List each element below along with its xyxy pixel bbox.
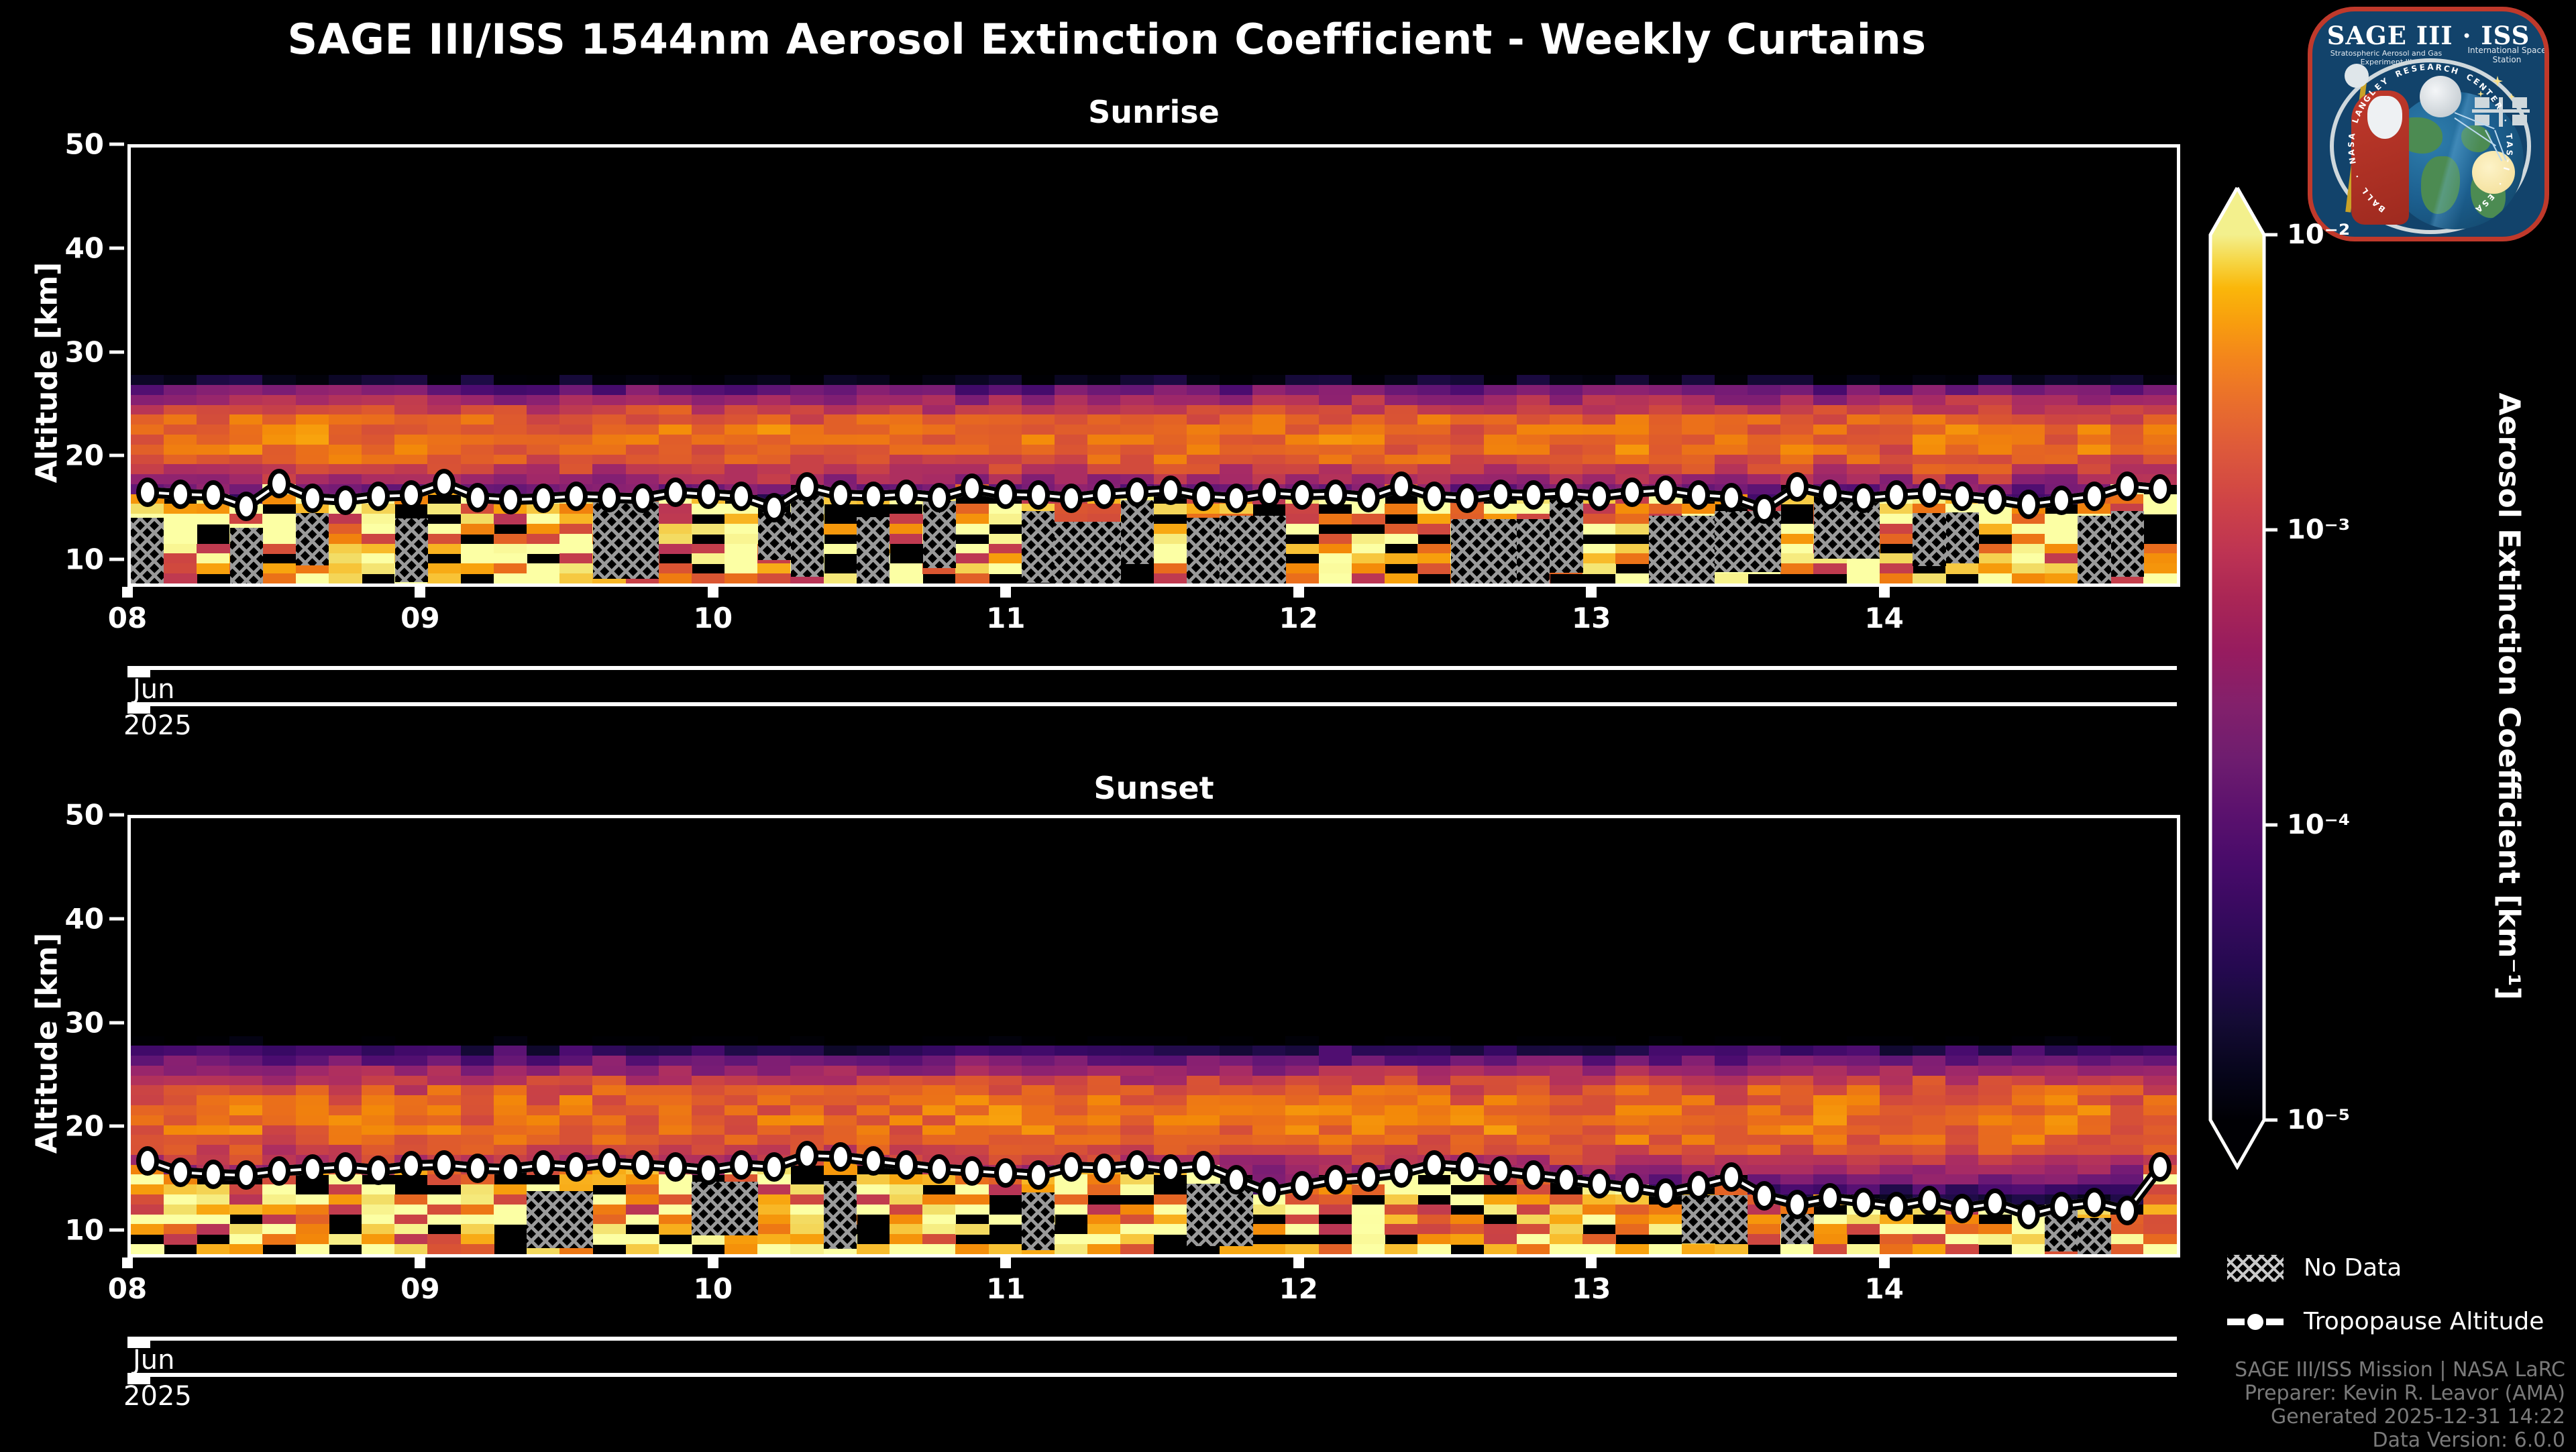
logo-iss-icon [2472,93,2530,131]
legend-item-no-data: No Data [2227,1254,2402,1282]
footer-preparer: Preparer: Kevin R. Leavor (AMA) [2244,1382,2565,1405]
logo-subtitle-right: International Space Station [2467,46,2546,64]
y-axis-sunset: 10 20 30 40 50 [40,799,124,1258]
logo-ring [2330,58,2531,234]
logo-beard-icon [2367,96,2402,139]
panel-title-sunset: Sunset [1093,770,1214,806]
page-title: SAGE III/ISS 1544nm Aerosol Extinction C… [287,15,1927,64]
footer-version: Data Version: 6.0.0 [2372,1429,2565,1452]
panel-title-sunrise: Sunrise [1088,94,1220,130]
footer-mission: SAGE III/ISS Mission | NASA LaRC [2235,1358,2565,1382]
footer-generated: Generated 2025-12-31 14:22 [2270,1405,2565,1429]
logo-shield: SAGE III · ISS Stratospheric Aerosol and… [2308,7,2549,241]
heatmap-panel-sunset[interactable] [127,815,2180,1258]
tropopause-series-sunrise [131,148,2177,583]
colorbar-label: Aerosol Extinction Coefficient [km⁻¹] [2491,392,2526,1001]
heatmap-panel-sunrise[interactable] [127,144,2180,587]
no-data-hatch-icon [2227,1254,2284,1282]
logo-sun-icon [2472,151,2515,194]
y-axis-sunrise: 10 20 30 40 50 [40,128,124,587]
colorbar[interactable]: 10⁻² 10⁻³ 10⁻⁴ 10⁻⁵ [2208,186,2350,1170]
x-axis-sunrise: 08 09 10 11 12 13 14 Jun 2025 [108,587,2180,741]
logo-orb-icon [2345,64,2369,88]
legend-label-no-data: No Data [2304,1254,2402,1282]
no-data-regions-sunset [131,818,2177,1254]
sage-iii-iss-mission-logo: SAGE III · ISS Stratospheric Aerosol and… [2308,7,2549,241]
tropopause-series-sunset [131,818,2177,1254]
legend-label-tropopause: Tropopause Altitude [2304,1308,2544,1335]
logo-moon-icon [2420,76,2461,117]
tropopause-marker-icon [2227,1308,2284,1335]
logo-title: SAGE III · ISS [2326,21,2530,50]
legend-item-tropopause: Tropopause Altitude [2227,1308,2544,1335]
x-axis-sunset: 08 09 10 11 12 13 14 Jun 2025 [108,1258,2180,1412]
